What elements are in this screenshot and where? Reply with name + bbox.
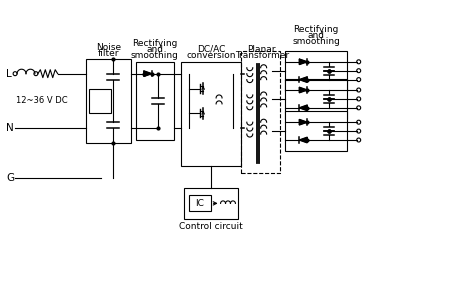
Text: smoothing: smoothing [292,37,340,46]
Polygon shape [299,105,307,111]
Bar [182,62,241,166]
Bar [286,111,347,151]
Text: DC/AC: DC/AC [197,45,225,54]
Bar [286,51,347,91]
Text: and: and [146,45,163,54]
Polygon shape [299,119,307,125]
Polygon shape [299,77,307,82]
Text: and: and [308,31,325,40]
Text: G: G [6,173,15,183]
Bar [189,196,211,211]
Text: Transformer: Transformer [235,51,289,60]
Bar [86,59,131,143]
Text: filter: filter [98,49,119,58]
Bar [136,62,173,140]
Text: L: L [6,69,12,79]
Polygon shape [144,71,152,76]
Text: conversion: conversion [187,51,236,60]
Text: IC: IC [195,199,204,208]
Polygon shape [299,59,307,65]
Bar [286,79,347,119]
Text: Rectifying: Rectifying [132,39,178,48]
Bar [184,188,238,219]
Bar [241,51,281,173]
Text: Control circuit: Control circuit [179,222,243,231]
Text: smoothing: smoothing [131,51,179,60]
Text: 12~36 V DC: 12~36 V DC [16,96,68,105]
Text: Planar: Planar [247,45,276,54]
Polygon shape [299,87,307,93]
Polygon shape [299,137,307,143]
Text: Noise: Noise [96,43,121,52]
Bar [89,89,111,113]
Text: N: N [6,123,14,133]
Text: Rectifying: Rectifying [293,25,339,34]
